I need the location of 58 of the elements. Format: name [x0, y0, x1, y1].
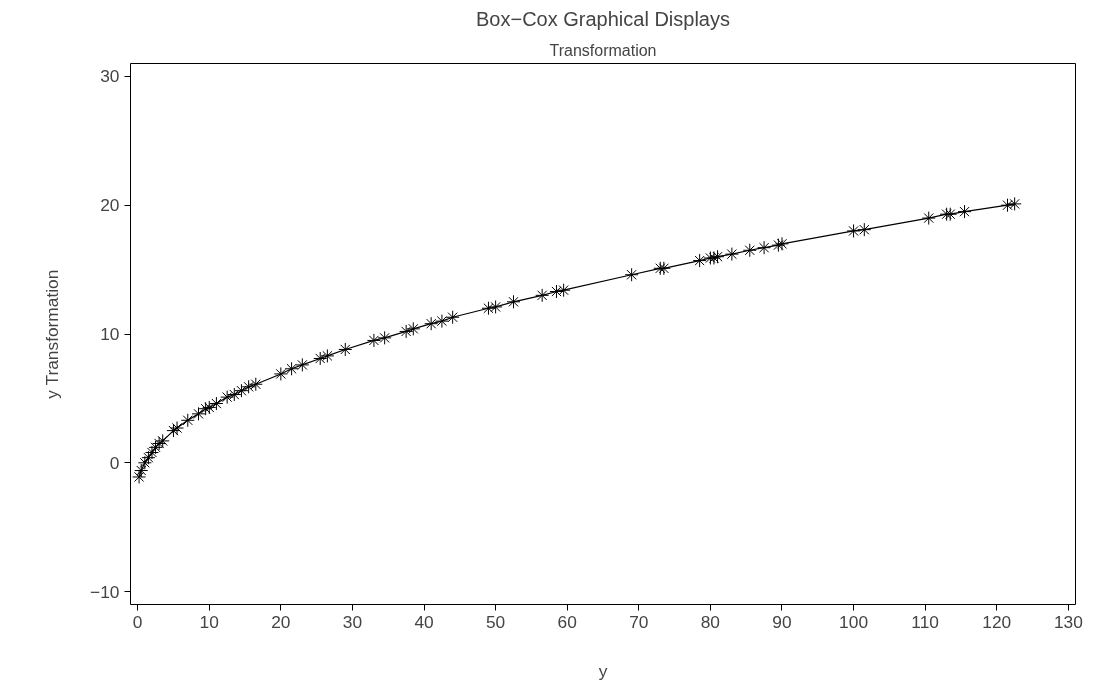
point — [921, 211, 936, 226]
y-axis-title: y Transformation — [42, 269, 63, 399]
point — [284, 361, 299, 376]
point — [857, 222, 872, 237]
point — [338, 342, 353, 357]
point — [846, 223, 861, 238]
point — [943, 207, 958, 222]
x-tick-label: 130 — [1053, 611, 1083, 632]
x-tick-label: 100 — [839, 611, 869, 632]
point — [137, 455, 152, 470]
point — [377, 330, 392, 345]
point — [198, 401, 213, 416]
x-tick-label: 50 — [485, 611, 506, 632]
point — [939, 207, 954, 222]
point — [202, 400, 217, 415]
point — [445, 310, 460, 325]
point — [692, 253, 707, 268]
x-tick-label: 30 — [342, 611, 363, 632]
point — [957, 204, 972, 219]
point — [757, 240, 772, 255]
point — [132, 469, 147, 484]
point — [424, 316, 439, 331]
x-tick-label: 110 — [911, 611, 939, 632]
point — [742, 243, 757, 258]
point — [434, 314, 449, 329]
y-tick-label: −10 — [90, 581, 120, 602]
point — [166, 423, 181, 438]
point — [144, 445, 159, 460]
x-tick-label: 20 — [271, 611, 291, 632]
x-axis-title: y — [598, 660, 608, 681]
point — [209, 396, 224, 411]
point — [535, 288, 550, 303]
point — [170, 421, 185, 436]
y-tick-label: 0 — [109, 452, 120, 473]
point — [624, 267, 639, 282]
point — [148, 440, 163, 455]
point — [366, 333, 381, 348]
point — [724, 247, 739, 262]
point — [273, 366, 288, 381]
x-tick-label: 80 — [700, 611, 721, 632]
x-tick-label: 60 — [557, 611, 577, 632]
point — [180, 413, 195, 428]
x-tick-label: 10 — [199, 611, 219, 632]
x-tick-label: 70 — [629, 611, 649, 632]
point — [141, 450, 156, 465]
x-tick-label: 120 — [982, 611, 1012, 632]
y-tick-label: 30 — [100, 66, 120, 87]
x-tick-label: 40 — [414, 611, 434, 632]
x-tick-label: 0 — [132, 611, 143, 632]
point — [191, 406, 206, 421]
y-tick-label: 20 — [100, 195, 120, 216]
chart-subtitle: Transformation — [549, 41, 657, 59]
y-tick-label: 10 — [100, 324, 120, 344]
point — [506, 294, 521, 309]
chart-title: Box−Cox Graphical Displays — [476, 7, 730, 30]
point — [234, 383, 249, 398]
x-tick-label: 90 — [772, 611, 792, 632]
point — [295, 357, 310, 372]
